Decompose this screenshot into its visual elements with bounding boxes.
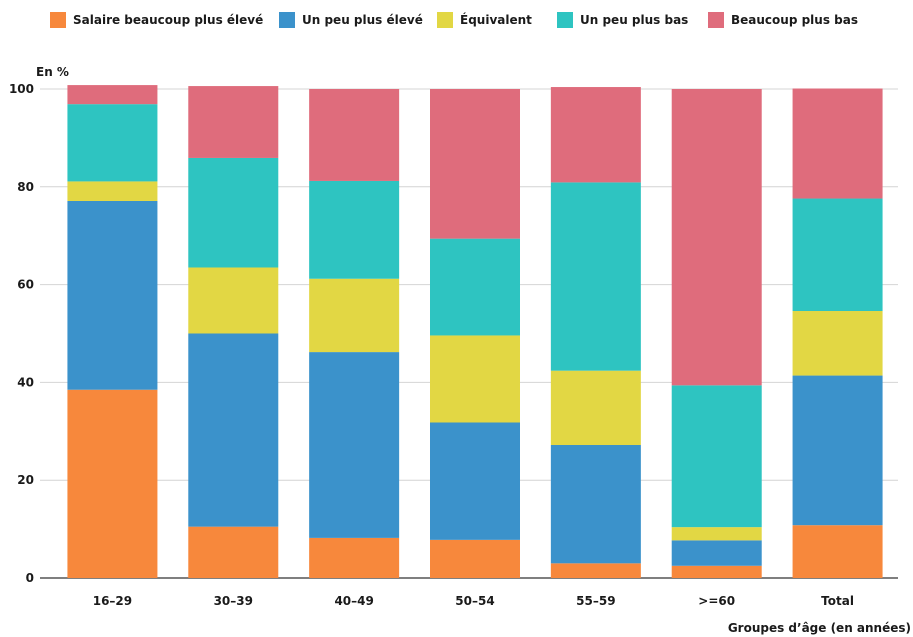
bar-segment-16-29-equivalent xyxy=(67,181,158,201)
bar-segment-60-beaucoup-plus-bas xyxy=(671,89,762,386)
x-tick-label: >=60 xyxy=(698,594,735,608)
y-axis-title: En % xyxy=(36,65,69,79)
bar-segment-total-equivalent xyxy=(792,311,883,376)
legend-swatch xyxy=(708,12,724,28)
bar-segment-60-salaire-beaucoup-plus-eleve xyxy=(671,565,762,578)
legend-swatch xyxy=(557,12,573,28)
legend-item-un-peu-plus-eleve: Un peu plus élevé xyxy=(279,12,423,28)
x-axis-labels: 16–29 30–39 40–49 50–54 55–59 >=60 Total xyxy=(93,594,854,608)
bar-segment-50-54-equivalent xyxy=(430,335,520,423)
x-tick-label: Total xyxy=(821,594,854,608)
y-tick-label: 0 xyxy=(26,571,34,585)
bar-segment-total-beaucoup-plus-bas xyxy=(792,88,883,199)
bar-segment-16-29-un-peu-plus-bas xyxy=(67,104,158,182)
bar-segment-total-un-peu-plus-eleve xyxy=(792,375,883,526)
x-axis-title: Groupes d’âge (en années) xyxy=(728,621,911,635)
y-tick-label: 80 xyxy=(17,180,34,194)
bar-segment-55-59-beaucoup-plus-bas xyxy=(550,87,641,183)
bar-segment-40-49-un-peu-plus-bas xyxy=(309,180,400,279)
x-tick-label: 30–39 xyxy=(214,594,253,608)
bar-segment-16-29-beaucoup-plus-bas xyxy=(67,85,158,105)
x-tick-label: 50–54 xyxy=(455,594,494,608)
bar-segment-30-39-equivalent xyxy=(188,267,279,334)
bar-segment-40-49-un-peu-plus-eleve xyxy=(309,352,400,538)
bar-segment-50-54-beaucoup-plus-bas xyxy=(430,89,520,239)
y-axis-ticks: 0 20 40 60 80 100 xyxy=(9,82,34,585)
x-tick-label: 55–59 xyxy=(576,594,615,608)
bar-segment-50-54-un-peu-plus-bas xyxy=(430,238,520,336)
legend-item-salaire-beaucoup-plus-eleve: Salaire beaucoup plus élevé xyxy=(50,12,263,28)
bar-segment-total-salaire-beaucoup-plus-eleve xyxy=(792,525,883,578)
y-tick-label: 60 xyxy=(17,278,34,292)
legend-item-un-peu-plus-bas: Un peu plus bas xyxy=(557,12,688,28)
bar-segment-55-59-un-peu-plus-eleve xyxy=(550,444,641,564)
bar-segment-30-39-un-peu-plus-eleve xyxy=(188,333,279,527)
bar-segment-40-49-equivalent xyxy=(309,278,400,353)
bar-segment-55-59-un-peu-plus-bas xyxy=(550,182,641,371)
bar-segment-16-29-un-peu-plus-eleve xyxy=(67,200,158,390)
y-tick-label: 40 xyxy=(17,375,34,389)
bars xyxy=(67,85,883,578)
bar-segment-30-39-beaucoup-plus-bas xyxy=(188,86,279,158)
legend-item-equivalent: Équivalent xyxy=(437,12,532,28)
bar-segment-60-un-peu-plus-bas xyxy=(671,385,762,528)
legend-label: Un peu plus élevé xyxy=(302,13,423,27)
bar-segment-40-49-salaire-beaucoup-plus-eleve xyxy=(309,537,400,578)
bar-segment-16-29-salaire-beaucoup-plus-eleve xyxy=(67,389,158,578)
bar-segment-40-49-beaucoup-plus-bas xyxy=(309,89,400,181)
y-tick-label: 100 xyxy=(9,82,34,96)
legend-swatch xyxy=(279,12,295,28)
bar-segment-30-39-salaire-beaucoup-plus-eleve xyxy=(188,526,279,578)
x-tick-label: 16–29 xyxy=(93,594,132,608)
y-tick-label: 20 xyxy=(17,473,34,487)
legend-item-beaucoup-plus-bas: Beaucoup plus bas xyxy=(708,12,858,28)
bar-segment-60-un-peu-plus-eleve xyxy=(671,540,762,566)
legend-swatch xyxy=(50,12,66,28)
legend-label: Équivalent xyxy=(460,13,532,27)
x-tick-label: 40–49 xyxy=(334,594,373,608)
bar-segment-30-39-un-peu-plus-bas xyxy=(188,157,279,268)
bar-segment-55-59-salaire-beaucoup-plus-eleve xyxy=(550,563,641,578)
legend-label: Un peu plus bas xyxy=(580,13,689,27)
bar-segment-60-equivalent xyxy=(671,527,762,541)
bar-segment-55-59-equivalent xyxy=(550,370,641,445)
bar-segment-50-54-un-peu-plus-eleve xyxy=(430,422,520,540)
legend-label: Salaire beaucoup plus élevé xyxy=(73,13,264,27)
bar-segment-total-un-peu-plus-bas xyxy=(792,198,883,312)
legend-label: Beaucoup plus bas xyxy=(731,13,858,27)
legend-swatch xyxy=(437,12,453,28)
bar-segment-50-54-salaire-beaucoup-plus-eleve xyxy=(430,539,520,578)
